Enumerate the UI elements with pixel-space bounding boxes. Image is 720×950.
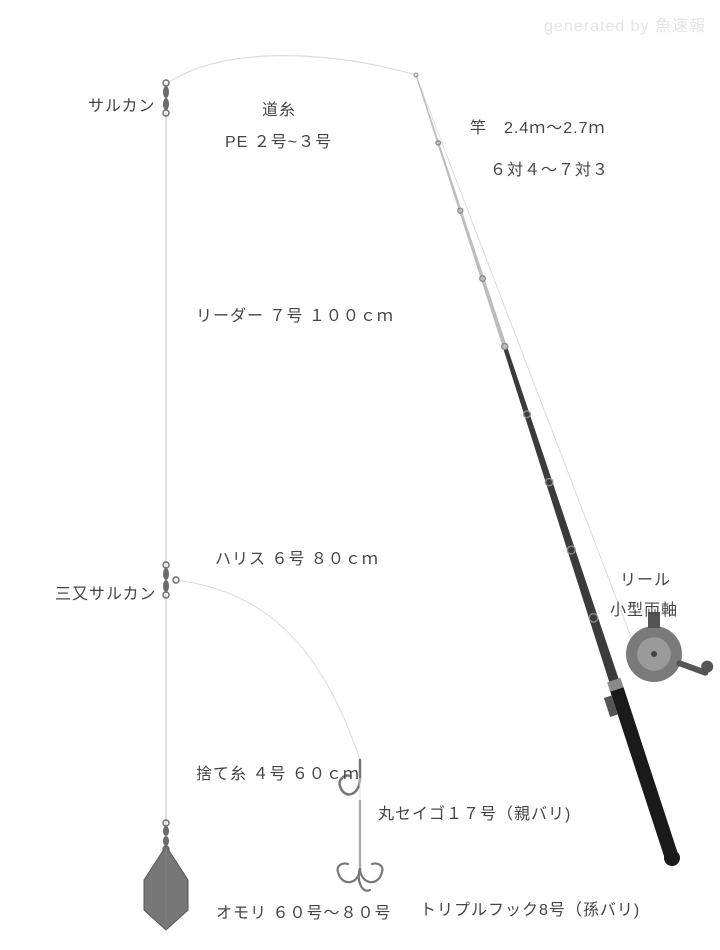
label-mainline-2: PE ２号~３号: [225, 128, 332, 152]
label-mainline-1: 道糸: [262, 96, 296, 120]
watermark: generated by 魚速報: [544, 12, 706, 36]
label-swivel: サルカン: [88, 92, 156, 116]
label-rod-1: 竿 2.4ｍ～2.7ｍ: [470, 114, 606, 138]
rig-diagram: [0, 0, 720, 950]
label-sinker: オモリ ６０号～８０号: [216, 899, 391, 923]
label-reel-1: リール: [620, 566, 671, 590]
label-triple: トリプルフック8号（孫バリ): [420, 896, 640, 920]
label-sacrifice: 捨て糸 ４号 ６０ｃｍ: [196, 760, 360, 784]
label-leader: リーダー ７号 １００ｃｍ: [196, 302, 394, 326]
label-three-swivel: 三又サルカン: [55, 580, 157, 604]
label-harris: ハリス ６号 ８０ｃｍ: [215, 545, 379, 569]
label-rod-2: ６対４～７対３: [490, 156, 609, 180]
label-reel-2: 小型両軸: [610, 596, 678, 620]
label-maruseigo: 丸セイゴ１７号（親バリ): [378, 800, 571, 824]
